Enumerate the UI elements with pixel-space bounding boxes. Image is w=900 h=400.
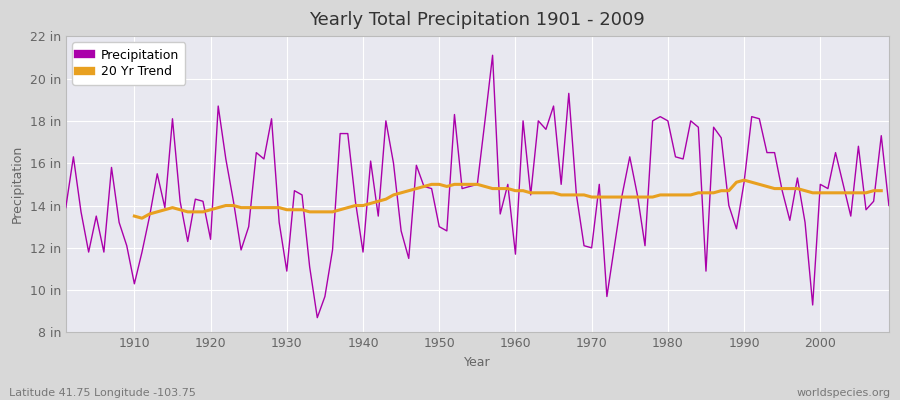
X-axis label: Year: Year: [464, 356, 491, 369]
20 Yr Trend: [137, 216, 148, 221]
Precipitation: [526, 192, 536, 197]
Line: Precipitation: Precipitation: [66, 55, 889, 318]
Text: Latitude 41.75 Longitude -103.75: Latitude 41.75 Longitude -103.75: [9, 388, 196, 398]
Precipitation: [884, 203, 895, 208]
20 Yr Trend: [739, 178, 750, 182]
20 Yr Trend: [129, 214, 140, 218]
20 Yr Trend: [510, 188, 521, 193]
Precipitation: [289, 188, 300, 193]
20 Yr Trend: [876, 188, 886, 193]
Legend: Precipitation, 20 Yr Trend: Precipitation, 20 Yr Trend: [72, 42, 185, 85]
20 Yr Trend: [312, 210, 323, 214]
20 Yr Trend: [533, 190, 544, 195]
Title: Yearly Total Precipitation 1901 - 2009: Yearly Total Precipitation 1901 - 2009: [310, 11, 645, 29]
Precipitation: [60, 205, 71, 210]
20 Yr Trend: [335, 207, 346, 212]
20 Yr Trend: [724, 188, 734, 193]
Precipitation: [616, 192, 627, 197]
Y-axis label: Precipitation: Precipitation: [11, 145, 24, 224]
Text: worldspecies.org: worldspecies.org: [796, 388, 891, 398]
Precipitation: [312, 315, 323, 320]
Precipitation: [122, 243, 132, 248]
Precipitation: [518, 118, 528, 123]
Line: 20 Yr Trend: 20 Yr Trend: [134, 180, 881, 218]
20 Yr Trend: [365, 201, 376, 206]
Precipitation: [487, 53, 498, 58]
Precipitation: [342, 131, 353, 136]
